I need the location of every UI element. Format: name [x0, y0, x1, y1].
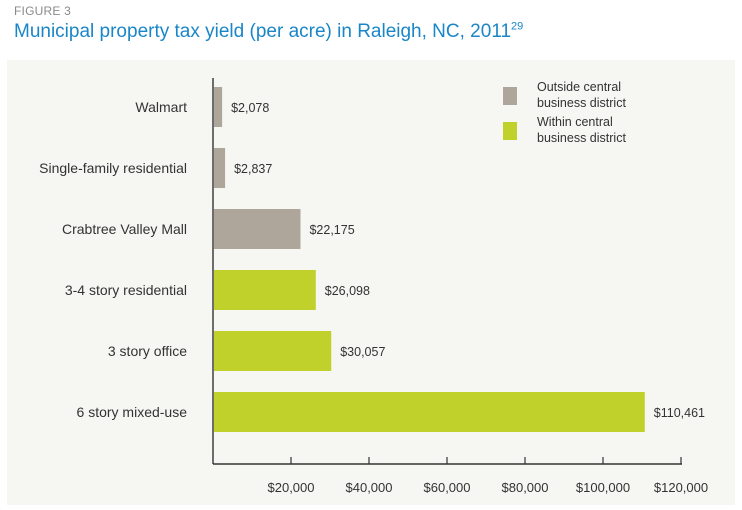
x-tick-label: $20,000 — [268, 480, 315, 495]
bar — [214, 270, 316, 310]
legend-label: Within central — [537, 115, 613, 129]
x-tick-label: $100,000 — [576, 480, 630, 495]
category-label: Single-family residential — [39, 160, 187, 176]
bar — [214, 87, 223, 127]
category-label: 6 story mixed-use — [77, 404, 188, 420]
value-label: $22,175 — [309, 223, 354, 237]
legend-label: business district — [537, 131, 626, 145]
legend-label: business district — [537, 96, 626, 110]
category-label: Crabtree Valley Mall — [62, 221, 187, 237]
legend-label: Outside central — [537, 80, 621, 94]
value-label: $110,461 — [654, 406, 705, 420]
legend-swatch — [503, 87, 517, 105]
value-label: $30,057 — [340, 345, 385, 359]
figure-label: FIGURE 3 — [14, 4, 71, 18]
footnote-marker: 29 — [511, 20, 524, 33]
bar — [214, 148, 226, 188]
x-tick-label: $80,000 — [502, 480, 549, 495]
x-tick-label: $40,000 — [346, 480, 393, 495]
value-label: $2,837 — [234, 162, 272, 176]
chart-title-text: Municipal property tax yield (per acre) … — [14, 21, 512, 42]
chart-panel: $20,000 $40,000 $60,000 $80,000 $100,000 $120… — [7, 60, 735, 505]
bar — [214, 331, 332, 371]
value-label: $26,098 — [325, 284, 370, 298]
chart-title: Municipal property tax yield (per acre) … — [14, 21, 523, 43]
x-tick-label: $60,000 — [424, 480, 471, 495]
legend-swatch — [503, 122, 517, 140]
category-label: 3 story office — [108, 343, 187, 359]
bar — [214, 392, 645, 432]
bar — [214, 209, 301, 249]
x-tick-label: $120,000 — [654, 480, 708, 495]
bar-chart: $20,000 $40,000 $60,000 $80,000 $100,000 $120… — [39, 78, 708, 495]
category-label: Walmart — [135, 99, 187, 115]
value-label: $2,078 — [231, 101, 269, 115]
category-label: 3-4 story residential — [65, 282, 187, 298]
